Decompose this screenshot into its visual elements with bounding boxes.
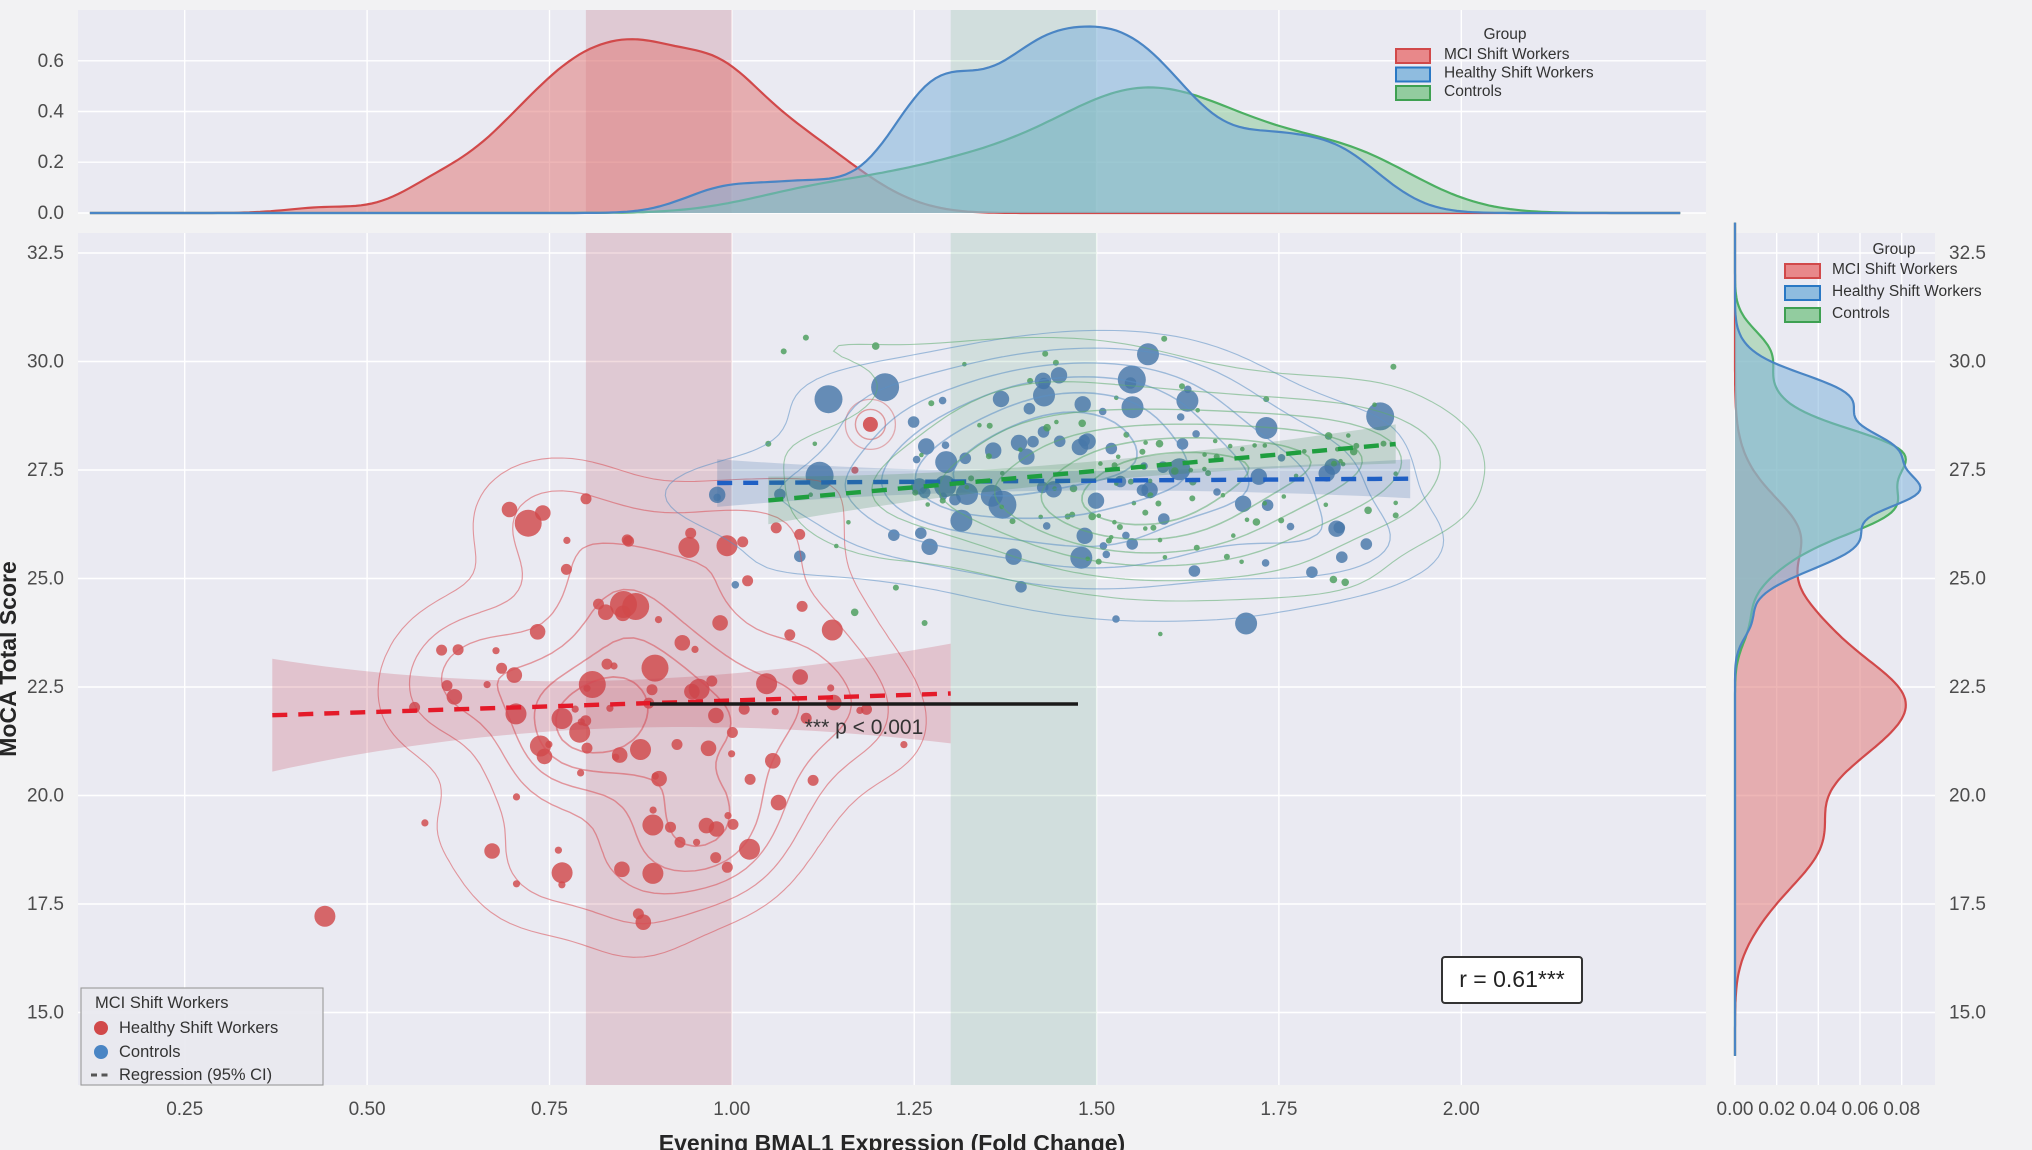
svg-text:Healthy Shift Workers: Healthy Shift Workers (119, 1019, 278, 1037)
svg-text:0.08: 0.08 (1883, 1099, 1920, 1120)
svg-text:32.5: 32.5 (27, 243, 64, 264)
svg-text:17.5: 17.5 (27, 894, 64, 915)
svg-text:0.25: 0.25 (166, 1099, 203, 1120)
svg-text:0.75: 0.75 (531, 1099, 568, 1120)
svg-text:0.0: 0.0 (38, 203, 64, 224)
svg-text:20.0: 20.0 (27, 786, 64, 807)
svg-text:0.2: 0.2 (38, 152, 64, 173)
svg-text:MCI Shift Workers: MCI Shift Workers (95, 994, 229, 1012)
svg-text:Group: Group (1872, 241, 1915, 258)
svg-text:20.0: 20.0 (1949, 786, 1986, 807)
svg-text:30.0: 30.0 (1949, 352, 1986, 373)
svg-text:Healthy Shift Workers: Healthy Shift Workers (1444, 65, 1594, 82)
svg-text:*** p < 0.001: *** p < 0.001 (805, 716, 924, 739)
svg-text:1.50: 1.50 (1078, 1099, 1115, 1120)
svg-text:0.50: 0.50 (349, 1099, 386, 1120)
svg-text:0.02: 0.02 (1758, 1099, 1795, 1120)
svg-text:30.0: 30.0 (27, 352, 64, 373)
svg-text:MCI Shift Workers: MCI Shift Workers (1444, 46, 1570, 63)
svg-text:22.5: 22.5 (1949, 677, 1986, 698)
svg-text:15.0: 15.0 (27, 1003, 64, 1024)
svg-text:32.5: 32.5 (1949, 243, 1986, 264)
svg-text:r = 0.61***: r = 0.61*** (1459, 966, 1565, 992)
svg-text:0.04: 0.04 (1800, 1099, 1837, 1120)
svg-text:15.0: 15.0 (1949, 1003, 1986, 1024)
svg-text:Evening BMAL1 Expression (Fold: Evening BMAL1 Expression (Fold Change) (659, 1130, 1125, 1150)
svg-text:25.0: 25.0 (27, 569, 64, 590)
svg-text:27.5: 27.5 (1949, 460, 1986, 481)
svg-text:22.5: 22.5 (27, 677, 64, 698)
svg-text:17.5: 17.5 (1949, 894, 1986, 915)
svg-text:Controls: Controls (1444, 83, 1502, 100)
svg-text:Regression (95% CI): Regression (95% CI) (119, 1066, 272, 1084)
svg-text:25.0: 25.0 (1949, 569, 1986, 590)
svg-text:1.00: 1.00 (713, 1099, 750, 1120)
svg-text:1.25: 1.25 (896, 1099, 933, 1120)
svg-text:0.4: 0.4 (38, 102, 65, 123)
svg-text:1.75: 1.75 (1260, 1099, 1297, 1120)
svg-text:Healthy Shift Workers: Healthy Shift Workers (1832, 283, 1982, 300)
svg-text:MoCA Total Score: MoCA Total Score (0, 561, 21, 757)
svg-text:Controls: Controls (1832, 305, 1890, 322)
svg-text:0.06: 0.06 (1842, 1099, 1879, 1120)
svg-text:MCI Shift Workers: MCI Shift Workers (1832, 261, 1958, 278)
svg-text:0.6: 0.6 (38, 51, 64, 72)
svg-text:Group: Group (1483, 26, 1526, 43)
svg-text:Controls: Controls (119, 1043, 180, 1061)
svg-text:27.5: 27.5 (27, 460, 64, 481)
svg-text:2.00: 2.00 (1443, 1099, 1480, 1120)
svg-text:0.00: 0.00 (1717, 1099, 1754, 1120)
